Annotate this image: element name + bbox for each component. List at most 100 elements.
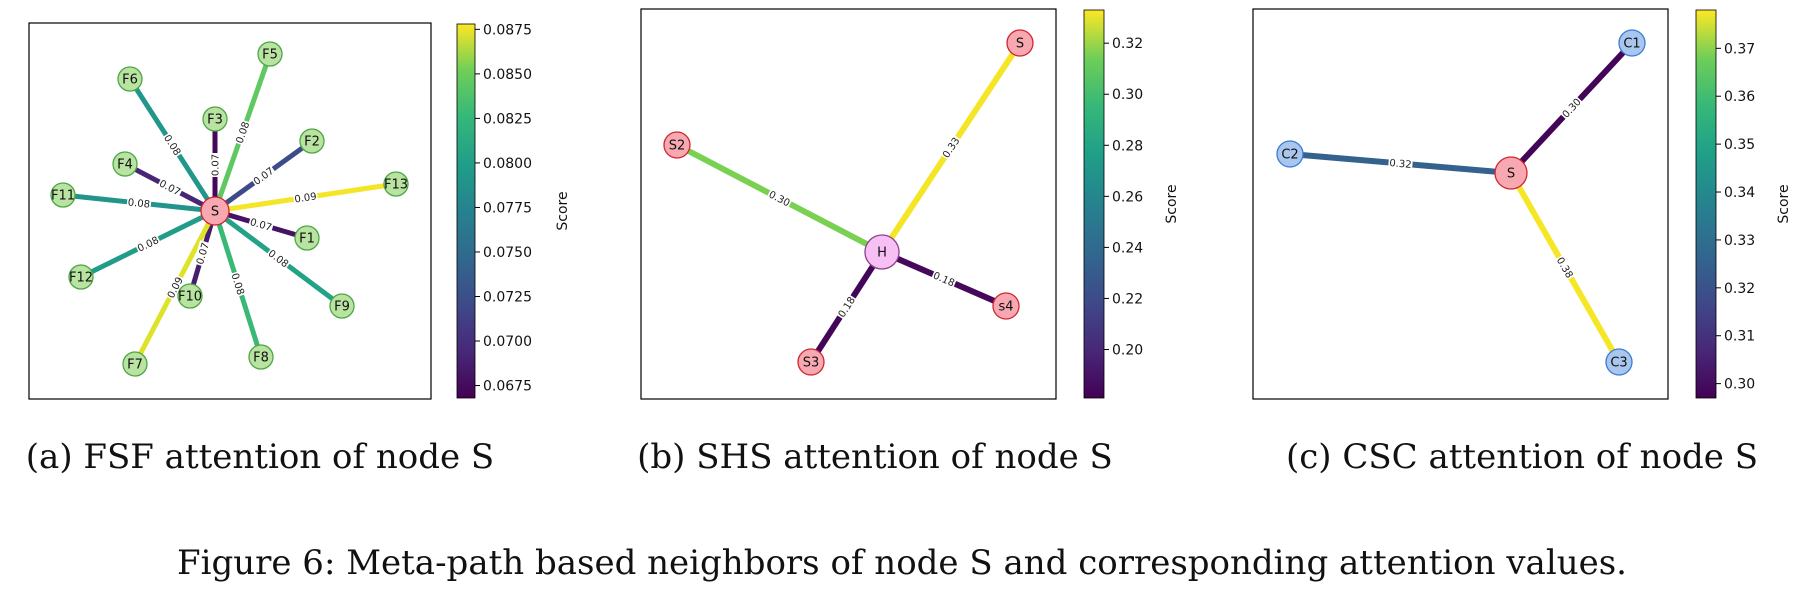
node-F13 (383, 171, 409, 197)
node-label-C1: C1 (1623, 37, 1640, 52)
node-label-F9: F9 (334, 300, 350, 315)
node-label-C2: C2 (1281, 148, 1298, 163)
plot-frame (1252, 8, 1669, 400)
node-label-F10: F10 (178, 290, 202, 305)
node-label-C3: C3 (1610, 356, 1627, 371)
edge-label-bg (834, 293, 859, 321)
edge-label-bg (1553, 254, 1577, 281)
colorbar: 0.0675 0.0700 0.0725 0.0750 0.0775 0.0800 0.08… (456, 22, 571, 399)
edge-label-bg (160, 131, 185, 159)
plot-frame (640, 8, 1057, 400)
node-F4 (112, 151, 138, 177)
edge-label-bg (134, 233, 162, 255)
node-label-S: S (211, 205, 219, 220)
colorbar-tick-label: 0.35 (1724, 137, 1755, 153)
edge-label-bg (930, 268, 958, 290)
edge-label-S-C2: 0.32 (1389, 158, 1412, 171)
node-F2 (299, 128, 325, 154)
colorbar: 0.30 0.31 0.32 0.33 0.34 0.35 0.36 0.37 Score (1695, 9, 1792, 399)
colorbar-tick-label: 0.31 (1724, 329, 1755, 345)
colorbar-tick-label: 0.0825 (483, 111, 532, 127)
node-label-S: S (1016, 37, 1024, 52)
node-F9 (329, 293, 355, 319)
colorbar-tick-label: 0.0800 (483, 156, 532, 172)
edge-label-bg (164, 274, 186, 301)
edge-label-bg (939, 134, 963, 161)
node-F6 (117, 66, 143, 92)
node-label-F5: F5 (262, 48, 278, 63)
colorbar-tick-label: 0.0675 (483, 379, 532, 395)
edge-label-bg (156, 176, 184, 199)
panel-a-caption: (a) FSF attention of node S (26, 437, 494, 477)
edge-label-bg (1388, 156, 1413, 171)
edge-label-bg (247, 215, 275, 234)
colorbar-tick-label: 0.20 (1112, 343, 1143, 359)
node-label-s4: s4 (998, 300, 1013, 315)
colorbar-tick-label: 0.0750 (483, 245, 532, 261)
node-label-H: H (877, 246, 887, 261)
node-F12 (68, 264, 94, 290)
edge-label-bg (265, 246, 292, 271)
edge-label-S-F3: 0.07 (211, 154, 222, 176)
node-label-S2: S2 (669, 139, 686, 154)
colorbar-tick-label: 0.30 (1724, 377, 1755, 393)
colorbar-tick-label: 0.0850 (483, 67, 532, 83)
colorbar-tick-label: 0.32 (1724, 281, 1755, 297)
figure-caption: Figure 6: Meta-path based neighbors of n… (177, 543, 1627, 583)
node-label-F3: F3 (207, 113, 223, 128)
panel-fsf: 0.080.080.070.070.070.090.080.070.08 0.07… (28, 22, 571, 400)
colorbar-tick-label: 0.24 (1112, 240, 1143, 256)
colorbar: 0.20 0.22 0.24 0.26 0.28 0.30 0.32 Score (1083, 9, 1180, 399)
edge-label-bg (766, 187, 793, 210)
colorbar-tick-label: 0.22 (1112, 291, 1143, 307)
edge-label-bg (292, 189, 319, 206)
node-label-S3: S3 (803, 356, 820, 371)
node-label-F12: F12 (69, 271, 93, 286)
colorbar-tick-label: 0.33 (1724, 233, 1755, 249)
node-label-F1: F1 (299, 232, 315, 247)
colorbar-ramp (1695, 9, 1717, 399)
node-F1 (294, 225, 320, 251)
colorbar-tick-label: 0.26 (1112, 189, 1143, 205)
edge-label-bg (193, 240, 212, 267)
edge-label-S-F11: 0.08 (127, 197, 150, 210)
colorbar-tick-label: 0.30 (1112, 87, 1143, 103)
panel-b-caption: (b) SHS attention of node S (637, 437, 1113, 477)
colorbar-tick-label: 0.34 (1724, 185, 1755, 201)
node-H (864, 234, 900, 270)
node-label-F11: F11 (51, 189, 75, 204)
node-layer: H S S2 S3 s4 (663, 29, 1034, 376)
colorbar-tick-label: 0.0875 (483, 22, 532, 38)
colorbar-title: Score (1776, 184, 1792, 223)
edge-label-bg (1558, 95, 1585, 121)
node-F7 (122, 351, 148, 377)
node-C1 (1618, 29, 1646, 57)
colorbar-tick-label: 0.0725 (483, 289, 532, 305)
edge-label-bg (126, 195, 152, 211)
edge-label-bg (250, 164, 277, 188)
colorbar-title: Score (555, 191, 571, 230)
node-S3 (797, 348, 825, 376)
node-F10 (177, 283, 203, 309)
node-label-F6: F6 (122, 73, 138, 88)
node-F11 (50, 182, 76, 208)
node-label-F2: F2 (304, 135, 320, 150)
node-F8 (248, 344, 274, 370)
node-label-F4: F4 (117, 158, 133, 173)
colorbar-tick-label: 0.0700 (483, 334, 532, 350)
colorbar-tick-label: 0.37 (1724, 41, 1755, 57)
edge-label-bg (228, 270, 248, 298)
node-S2 (663, 131, 691, 159)
node-F3 (202, 106, 228, 132)
node-label-S: S (1507, 167, 1515, 182)
edge-layer: 0.330.300.180.18 (675, 41, 1023, 364)
node-C3 (1605, 348, 1633, 376)
node-layer: S F1 F2 F3 F4 F5 F6 F7 F8 F9 F10 F11 F12 F13 (50, 41, 409, 377)
node-label-F13: F13 (384, 178, 408, 193)
node-s4 (992, 292, 1020, 320)
colorbar-tick-label: 0.28 (1112, 138, 1143, 154)
node-S (200, 196, 230, 226)
node-S (1494, 156, 1528, 190)
